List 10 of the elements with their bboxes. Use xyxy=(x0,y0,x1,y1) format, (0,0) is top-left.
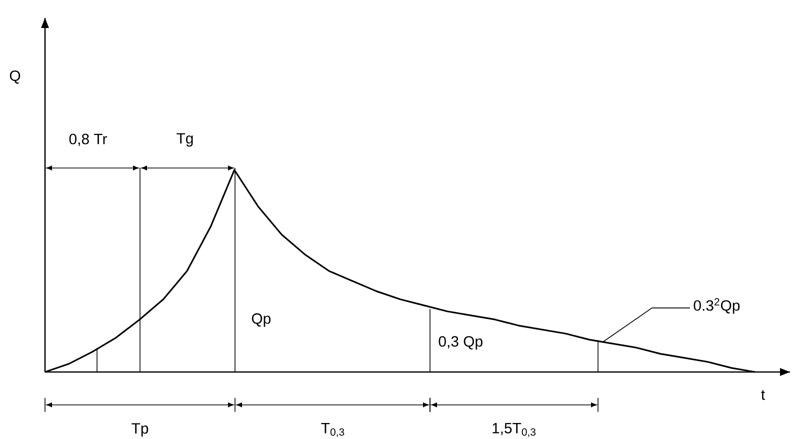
text: 1,5T$_{0,3}$ xyxy=(492,422,536,437)
text: 0,8 Tr xyxy=(69,134,108,146)
text: T$_{0,3}$ xyxy=(321,422,344,437)
x-axis-title: t xyxy=(761,390,765,400)
annotation: 0.3$^{2}$Qp xyxy=(694,298,740,314)
annotation: Qp xyxy=(252,313,271,327)
text: Tp xyxy=(132,423,148,437)
text: Tg xyxy=(176,133,193,147)
text: Q xyxy=(10,70,20,84)
annotation: 0,3 Qp xyxy=(438,336,482,350)
